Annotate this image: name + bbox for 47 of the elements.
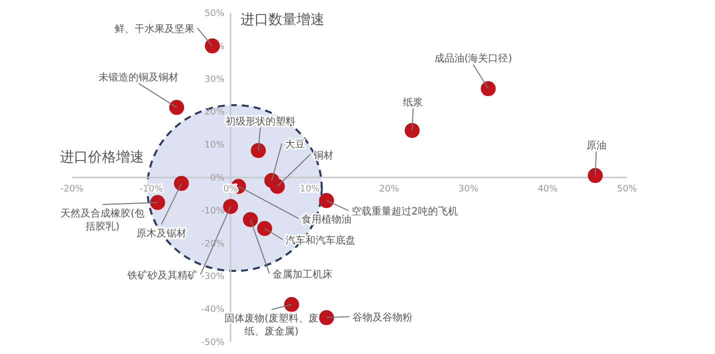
point bbox=[257, 220, 272, 236]
annotation: 固体废物(废塑料、废纸、废金属) bbox=[224, 312, 319, 338]
y-tick-label: 20% bbox=[204, 108, 226, 118]
point bbox=[169, 100, 184, 115]
point bbox=[204, 38, 220, 54]
point bbox=[588, 168, 603, 184]
annotation: 鲜、干水果及坚果 bbox=[114, 22, 194, 35]
point bbox=[174, 176, 189, 191]
annotation: 铜材 bbox=[312, 149, 334, 162]
x-tick-label: 20% bbox=[379, 184, 400, 194]
y-tick-label: -30% bbox=[201, 272, 226, 282]
point bbox=[284, 296, 300, 312]
y-tick-label: -40% bbox=[201, 305, 226, 316]
annotation: 大豆 bbox=[284, 138, 305, 150]
point bbox=[250, 143, 266, 158]
point bbox=[319, 193, 334, 208]
annotation: 原油 bbox=[586, 140, 606, 152]
x-tick-label: 50% bbox=[616, 184, 638, 194]
point bbox=[242, 212, 258, 228]
x-tick-label: 30% bbox=[458, 184, 479, 194]
y-tick-label: 10% bbox=[204, 140, 226, 151]
point bbox=[270, 178, 285, 194]
annotation: 金属加工机床 bbox=[272, 268, 332, 281]
annotation: 未锻造的铜及铜材 bbox=[98, 71, 179, 84]
point bbox=[480, 81, 496, 96]
annotation: 纸浆 bbox=[403, 96, 424, 108]
x-axis-title: 进口价格增速 bbox=[60, 150, 144, 166]
point bbox=[223, 198, 238, 214]
y-tick-label: -50% bbox=[201, 338, 226, 348]
x-tick-label: 10% bbox=[300, 184, 320, 194]
y-tick-label: 30% bbox=[204, 74, 226, 85]
y-tick-label: 0% bbox=[210, 174, 226, 184]
annotation: 成品油(海关口径) bbox=[434, 52, 512, 65]
y-tick-label: 50% bbox=[204, 9, 226, 19]
point bbox=[150, 195, 166, 210]
x-tick-label: 40% bbox=[538, 184, 558, 194]
point bbox=[319, 310, 334, 326]
annotation: 汽车和汽车底盘 bbox=[286, 234, 356, 246]
annotation: 食用植物油 bbox=[302, 213, 352, 226]
y-axis-title: 进口数量增速 bbox=[240, 12, 325, 28]
annotation: 空载重量超过2吨的飞机 bbox=[352, 206, 458, 218]
annotation: 铁矿砂及其精矿 bbox=[126, 269, 198, 282]
x-tick-label: -10% bbox=[140, 184, 164, 194]
point bbox=[404, 122, 420, 138]
x-tick-label: -20% bbox=[60, 184, 84, 194]
y-tick-label: -10% bbox=[201, 206, 226, 216]
annotation: 谷物及谷物粉 bbox=[352, 312, 413, 324]
